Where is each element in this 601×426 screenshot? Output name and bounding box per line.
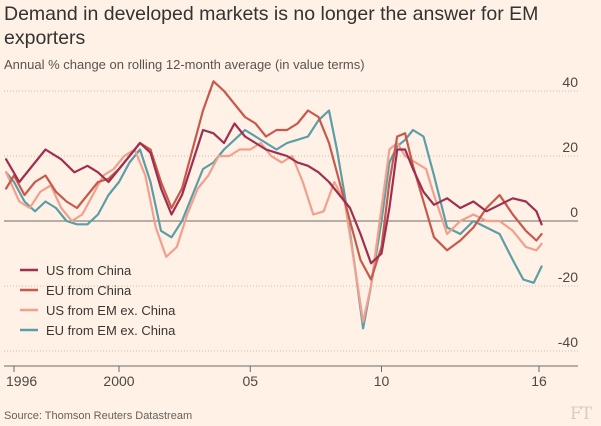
series-lines bbox=[5, 80, 543, 330]
series-line-eu-from-em-ex-china bbox=[5, 109, 543, 330]
y-tick-label: 40 bbox=[562, 74, 578, 90]
y-tick-label: 0 bbox=[570, 204, 578, 220]
x-axis-ticks: 1996 2000 05 10 16 bbox=[4, 365, 578, 389]
chart-title: Demand in developed markets is no longer… bbox=[4, 3, 539, 49]
x-tick-label: 2000 bbox=[103, 373, 134, 389]
y-tick-label: 20 bbox=[562, 139, 578, 155]
source-note: Source: Thomson Reuters Datastream bbox=[4, 410, 193, 422]
grid bbox=[4, 90, 578, 352]
x-tick-label: 1996 bbox=[6, 373, 37, 389]
legend-label: EU from EM ex. China bbox=[46, 323, 176, 338]
legend-label: EU from China bbox=[46, 283, 132, 298]
y-axis-ticks: 40 20 0 -20 -40 bbox=[558, 74, 578, 350]
ft-logo: FT bbox=[570, 404, 592, 424]
x-tick-label: 10 bbox=[374, 373, 390, 389]
x-tick-label: 05 bbox=[242, 373, 258, 389]
series-line-eu-from-china bbox=[5, 80, 543, 281]
series-line-us-from-em-ex-china bbox=[5, 141, 543, 323]
y-tick-label: -20 bbox=[558, 269, 578, 285]
chart-subtitle: Annual % change on rolling 12-month aver… bbox=[4, 57, 365, 72]
legend-label: US from EM ex. China bbox=[46, 303, 176, 318]
series-line-us-from-china bbox=[5, 122, 543, 265]
y-tick-label: -40 bbox=[558, 334, 578, 350]
x-tick-label: 16 bbox=[531, 373, 547, 389]
legend: US from China EU from China US from EM ex.… bbox=[20, 263, 176, 338]
legend-label: US from China bbox=[46, 263, 132, 278]
